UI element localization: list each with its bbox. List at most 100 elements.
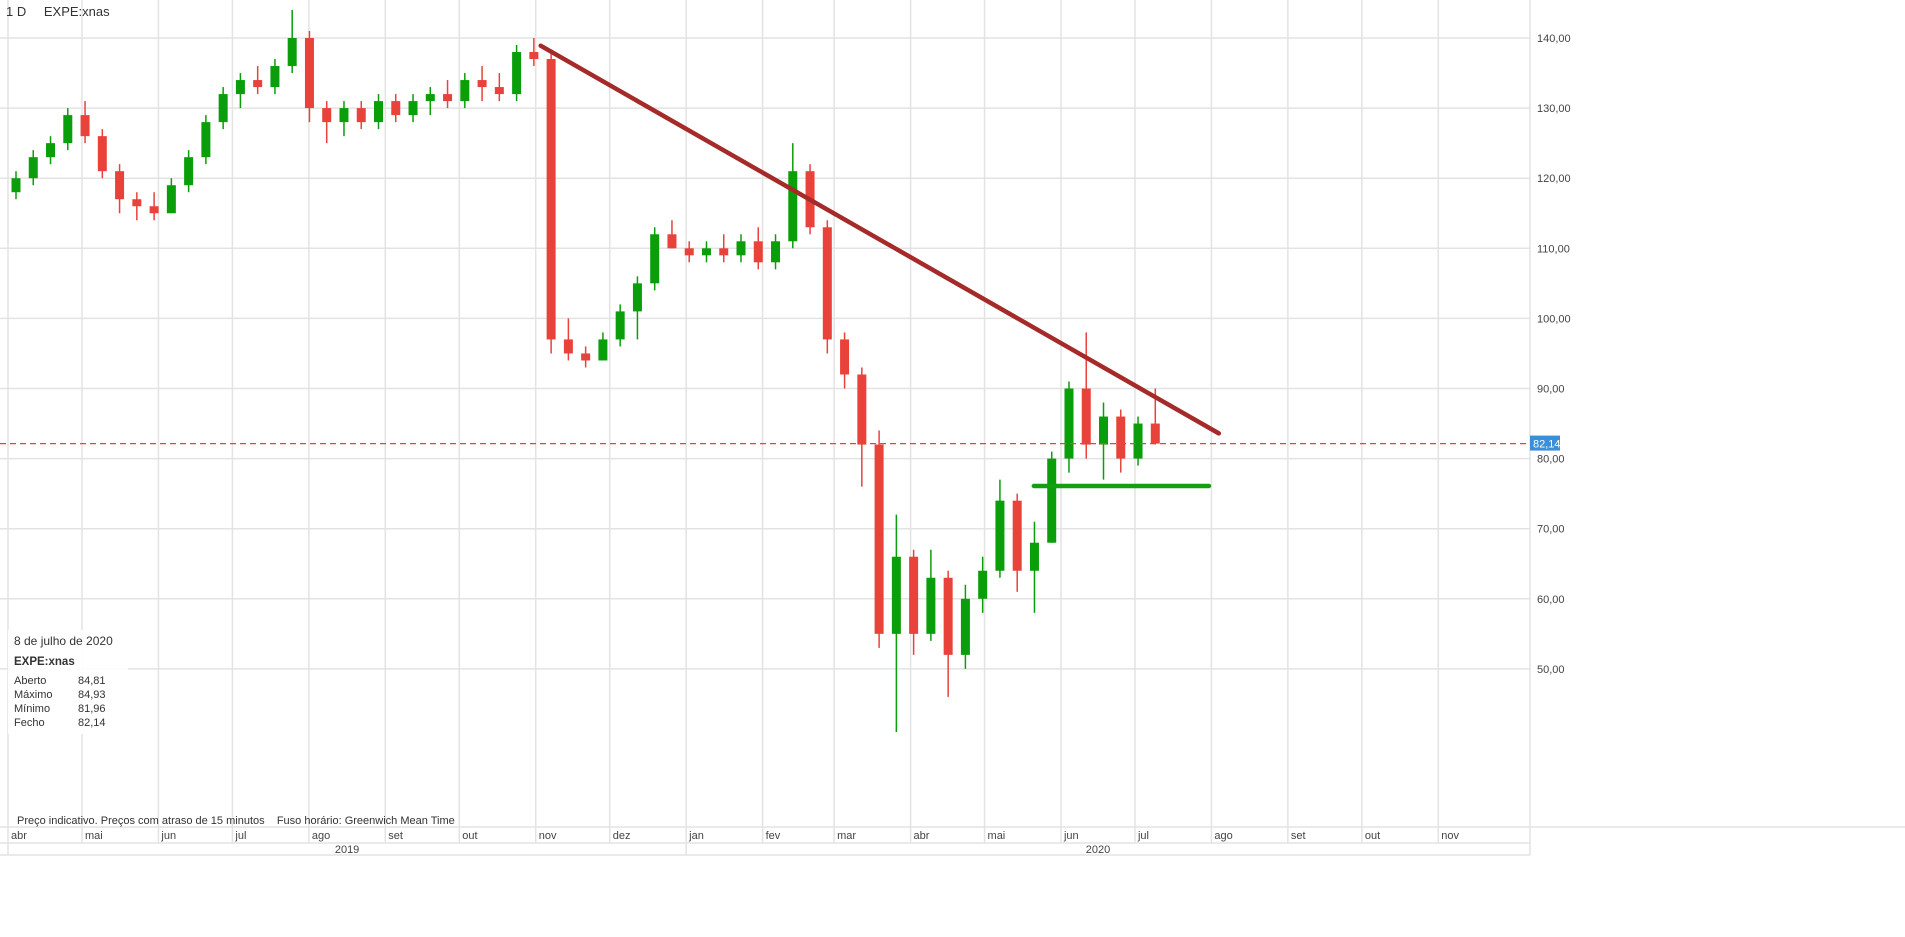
candle <box>788 143 798 249</box>
info-value: 82,14 <box>78 717 106 729</box>
candle <box>512 45 522 102</box>
candle <box>356 101 366 130</box>
candle <box>546 52 556 354</box>
candle <box>80 101 90 144</box>
candle-body <box>598 339 608 361</box>
candle-body <box>771 241 781 263</box>
x-tick-label: jul <box>234 830 246 842</box>
symbol-label: EXPE:xnas <box>43 4 110 19</box>
x-tick-label: mai <box>988 830 1006 842</box>
candle <box>891 514 901 732</box>
x-tick-label: mar <box>837 830 856 842</box>
y-tick-label: 110,00 <box>1537 243 1570 255</box>
candle <box>822 220 832 354</box>
candle-body <box>235 80 245 95</box>
info-label: Aberto <box>14 675 47 687</box>
candle <box>684 241 694 263</box>
candle <box>477 66 487 102</box>
info-label: Fecho <box>14 717 45 729</box>
candle-body <box>184 157 194 186</box>
candle <box>857 367 867 487</box>
candle <box>425 87 435 116</box>
x-tick-label: nov <box>539 830 557 842</box>
candle <box>736 234 746 263</box>
interval-label[interactable]: 1 D <box>6 4 27 19</box>
candle-body <box>615 311 625 340</box>
x-tick-label: ago <box>1214 830 1232 842</box>
candle <box>1116 409 1126 473</box>
candle <box>63 108 73 151</box>
candle-body <box>443 94 453 102</box>
candle <box>391 94 401 123</box>
axes: 50,00 60,00 70,00 80,00 90,00 100,00 110,00 120… <box>0 0 1905 856</box>
x-tick-label: nov <box>1441 830 1459 842</box>
candle <box>650 227 660 291</box>
candle-body <box>632 283 642 312</box>
candle <box>753 227 763 270</box>
candle <box>615 304 625 347</box>
info-value: 84,93 <box>78 689 106 701</box>
x-tick-label: out <box>1365 830 1380 842</box>
trendlines <box>0 43 1530 489</box>
candle-body <box>11 178 21 193</box>
candle-body <box>63 115 73 144</box>
info-label: Mínimo <box>14 703 51 715</box>
candle-body <box>546 59 556 340</box>
candle-body <box>1150 423 1160 444</box>
x-tick-label: out <box>462 830 477 842</box>
x-tick-label: jun <box>160 830 176 842</box>
info-value: 84,81 <box>78 675 106 687</box>
candle-body <box>374 101 384 123</box>
candle <box>632 276 642 340</box>
chart-header: 1 D EXPE:xnas <box>6 4 124 19</box>
candle <box>184 150 194 193</box>
y-tick-label: 70,00 <box>1537 524 1565 536</box>
candle-body <box>97 136 107 172</box>
candle-body <box>253 80 263 88</box>
candle <box>374 94 384 130</box>
footnote: Preço indicativo. Preços com atraso de 1… <box>17 815 455 827</box>
info-date: 8 de julho de 2020 <box>14 634 113 648</box>
candle <box>1047 451 1057 543</box>
candle <box>943 570 953 697</box>
info-row-open: Aberto 84,81 <box>14 674 122 688</box>
candle <box>201 115 211 165</box>
candle-body <box>1116 416 1126 459</box>
candle-body <box>978 570 988 599</box>
candle-body <box>356 108 366 123</box>
candle <box>132 192 142 221</box>
candle <box>270 59 280 95</box>
candle-body <box>287 38 297 67</box>
candle <box>960 584 970 669</box>
candle <box>719 234 729 263</box>
candle-body <box>408 101 418 116</box>
y-tick-label: 140,00 <box>1537 33 1571 45</box>
candle-body <box>563 339 573 354</box>
candle <box>115 164 125 214</box>
candle <box>11 171 21 200</box>
y-tick-label: 90,00 <box>1537 384 1565 396</box>
year-label: 2019 <box>335 844 359 856</box>
x-tick-label: abr <box>11 830 27 842</box>
candle-body <box>719 248 729 256</box>
candle-body <box>960 598 970 655</box>
candle-body <box>218 94 228 123</box>
candle <box>909 549 919 655</box>
info-label: Máximo <box>14 689 53 701</box>
info-symbol: EXPE:xnas <box>14 656 75 668</box>
candle <box>149 192 159 221</box>
candle-body <box>822 227 832 340</box>
candle-body <box>166 185 176 214</box>
y-tick-label: 50,00 <box>1537 664 1565 676</box>
candle-body <box>529 52 539 60</box>
candle-body <box>477 80 487 88</box>
candle-body <box>425 94 435 102</box>
candle-body <box>270 66 280 88</box>
candle-body <box>46 143 56 158</box>
candle <box>581 346 591 368</box>
candle <box>840 332 850 389</box>
candle-body <box>460 80 470 102</box>
x-tick-label: mai <box>85 830 103 842</box>
candle-body <box>201 122 211 158</box>
